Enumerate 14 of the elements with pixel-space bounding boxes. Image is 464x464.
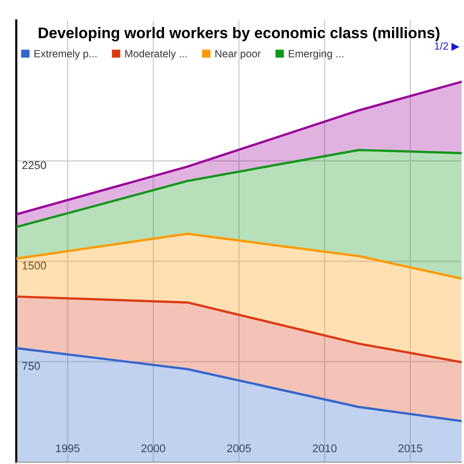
legend-label: Near poor [215,50,261,60]
x-tick-label: 1995 [56,444,80,452]
x-tick-label: 2015 [398,444,422,452]
chart-title: Developing world workers by economic class (millions) [38,27,440,42]
x-tick-label: 2000 [142,444,166,452]
x-tick-label: 2005 [227,444,251,452]
annotation: 1/2 ▶ [434,42,460,51]
y-tick-label: 750 [22,362,40,370]
legend-label: Moderately ... [125,50,187,60]
y-tick-label: 2250 [22,161,46,170]
y-tick-label: 1500 [22,262,46,270]
x-tick-label: 2010 [312,444,337,452]
legend-label: Emerging ... [288,50,344,60]
legend-label: Extremely p... [34,50,96,60]
